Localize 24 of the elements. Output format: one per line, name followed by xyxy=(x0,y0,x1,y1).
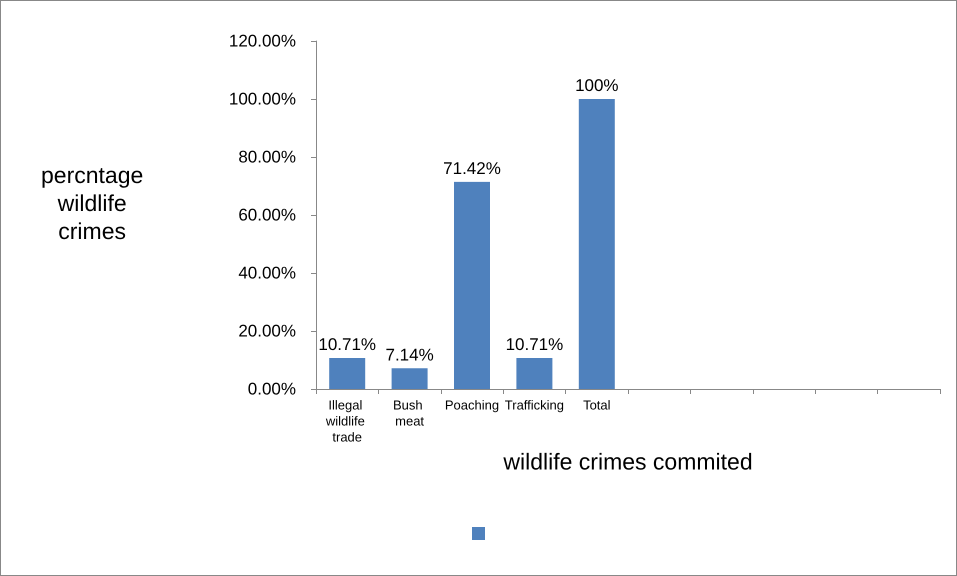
y-tick-label: 120.00% xyxy=(228,32,296,50)
data-label: 7.14% xyxy=(386,345,434,364)
x-tick-label: Bush meat xyxy=(392,398,426,428)
y-tick-label: 100.00% xyxy=(228,90,296,108)
bar xyxy=(329,358,366,389)
bar xyxy=(454,182,490,389)
bar xyxy=(392,368,428,389)
x-tick-label: Poaching xyxy=(444,398,500,412)
y-tick-label: 20.00% xyxy=(238,322,296,340)
x-tick-label: Trafficking xyxy=(504,398,564,412)
bar xyxy=(516,358,552,389)
y-tick-label: 80.00% xyxy=(238,148,296,166)
data-label: 71.42% xyxy=(443,158,501,178)
x-tick-label: Total xyxy=(583,398,611,412)
y-tick-label: 40.00% xyxy=(238,264,296,282)
x-axis-title: wildlife crimes commited xyxy=(502,448,753,474)
bar xyxy=(578,99,615,389)
data-label: 10.71% xyxy=(506,334,564,354)
y-tick-label: 0.00% xyxy=(248,380,296,398)
y-axis-title: percntage wildlife crimes xyxy=(40,162,144,244)
data-label: 100% xyxy=(575,76,619,95)
data-label: 10.71% xyxy=(318,334,376,354)
x-tick-label: Illegal wildlife trade xyxy=(324,398,369,444)
y-tick-label: 60.00% xyxy=(238,206,296,224)
